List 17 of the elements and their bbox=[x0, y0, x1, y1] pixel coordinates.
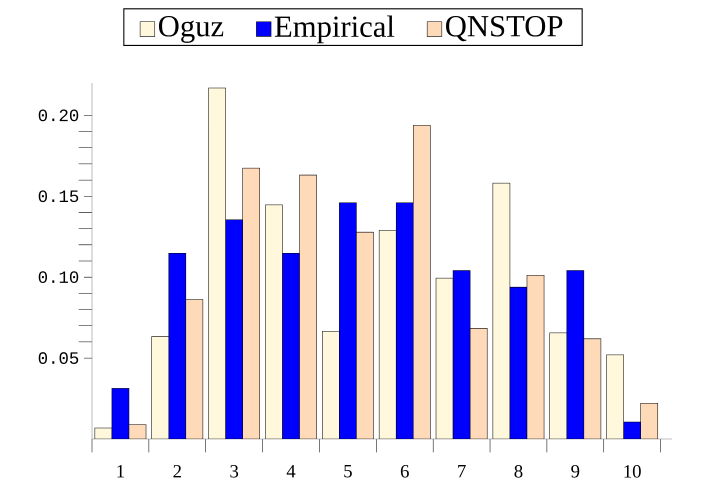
x-tick-label: 10 bbox=[624, 465, 641, 478]
x-tick-label: 3 bbox=[230, 465, 238, 478]
x-tick-label: 5 bbox=[344, 465, 352, 478]
x-tick-label: 2 bbox=[173, 465, 181, 478]
y-tick-label: 0.05 bbox=[38, 352, 78, 364]
x-tick-label: 7 bbox=[458, 465, 466, 478]
legend-label: QNSTOP bbox=[446, 16, 562, 42]
x-tick-label: 8 bbox=[514, 465, 522, 478]
legend-label: Oguz bbox=[158, 16, 224, 43]
x-tick-label: 4 bbox=[286, 465, 296, 478]
x-tick-label: 9 bbox=[571, 465, 580, 478]
legend-label: Empirical bbox=[274, 15, 394, 44]
y-tick-label: 0.20 bbox=[38, 109, 78, 122]
y-tick-label: 0.15 bbox=[38, 190, 78, 202]
x-tick-label: 6 bbox=[400, 465, 409, 478]
x-tick-label: 1 bbox=[117, 465, 124, 478]
y-tick-label: 0.10 bbox=[38, 271, 78, 284]
